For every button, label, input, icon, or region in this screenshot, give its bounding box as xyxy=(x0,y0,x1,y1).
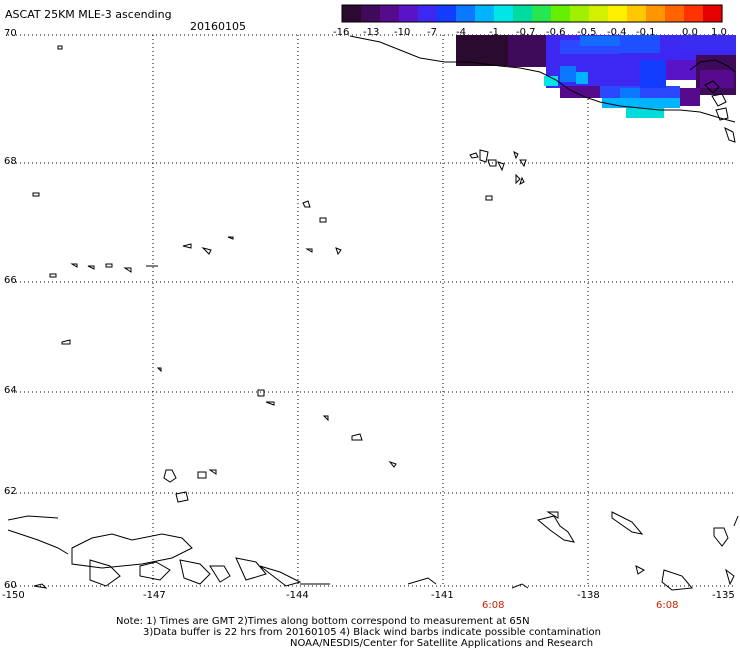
cb-label: -13 xyxy=(363,27,380,38)
cb-label: -4 xyxy=(456,27,466,38)
lat-label: 68 xyxy=(4,156,17,167)
colorbar-swatch xyxy=(665,5,685,22)
cb-label: 0.0 xyxy=(682,27,698,38)
colorbar-swatch xyxy=(380,5,400,22)
colorbar-swatch xyxy=(342,5,362,22)
colorbar-swatch xyxy=(399,5,419,22)
lon-label: -138 xyxy=(577,590,600,601)
colorbar xyxy=(341,4,723,23)
lat-label: 70 xyxy=(4,28,17,39)
pass-time-label: 6:08 xyxy=(482,600,505,611)
colorbar-swatch xyxy=(513,5,533,22)
cb-label: -0.4 xyxy=(607,27,627,38)
lon-label: -135 xyxy=(712,590,735,601)
colorbar-swatch xyxy=(437,5,457,22)
cb-label: -1 xyxy=(489,27,499,38)
footnote-line-1: Note: 1) Times are GMT 2)Times along bot… xyxy=(116,616,530,627)
colorbar-swatch xyxy=(684,5,704,22)
colorbar-swatch xyxy=(608,5,628,22)
colorbar-swatch xyxy=(703,5,723,22)
colorbar-swatch xyxy=(475,5,495,22)
cb-label: -0.1 xyxy=(636,27,656,38)
colorbar-swatch xyxy=(589,5,609,22)
cb-label: -0.6 xyxy=(546,27,566,38)
colorbar-swatch xyxy=(570,5,590,22)
cb-label: -0.7 xyxy=(516,27,536,38)
colorbar-swatch xyxy=(418,5,438,22)
colorbar-border xyxy=(341,4,723,23)
lat-label: 60 xyxy=(4,580,17,591)
map-title: ASCAT 25KM MLE-3 ascending xyxy=(5,8,172,21)
cb-label: 1.0 xyxy=(711,27,727,38)
graticule xyxy=(8,34,735,587)
colorbar-swatch xyxy=(361,5,381,22)
footnote-line-3: NOAA/NESDIS/Center for Satellite Applica… xyxy=(290,638,594,649)
colorbar-swatch xyxy=(627,5,647,22)
lon-label: -150 xyxy=(2,590,25,601)
colorbar-swatch xyxy=(646,5,666,22)
map-date: 20160105 xyxy=(190,20,246,33)
footnote-line-2: 3)Data buffer is 22 hrs from 20160105 4)… xyxy=(143,627,601,638)
colorbar-swatch xyxy=(532,5,552,22)
lon-label: -141 xyxy=(431,590,454,601)
cb-label: -0.5 xyxy=(577,27,597,38)
cb-label: -16 xyxy=(333,27,350,38)
colorbar-swatch xyxy=(456,5,476,22)
lat-label: 64 xyxy=(4,385,17,396)
cb-label: -7 xyxy=(427,27,437,38)
lat-label: 66 xyxy=(4,275,17,286)
wind-data-swath xyxy=(456,35,736,118)
coastline xyxy=(7,35,739,591)
lon-label: -144 xyxy=(286,590,309,601)
colorbar-swatch xyxy=(494,5,514,22)
lon-label: -147 xyxy=(143,590,166,601)
colorbar-swatch xyxy=(551,5,571,22)
cb-label: -10 xyxy=(394,27,411,38)
pass-time-label: 6:08 xyxy=(656,600,679,611)
lat-label: 62 xyxy=(4,486,17,497)
